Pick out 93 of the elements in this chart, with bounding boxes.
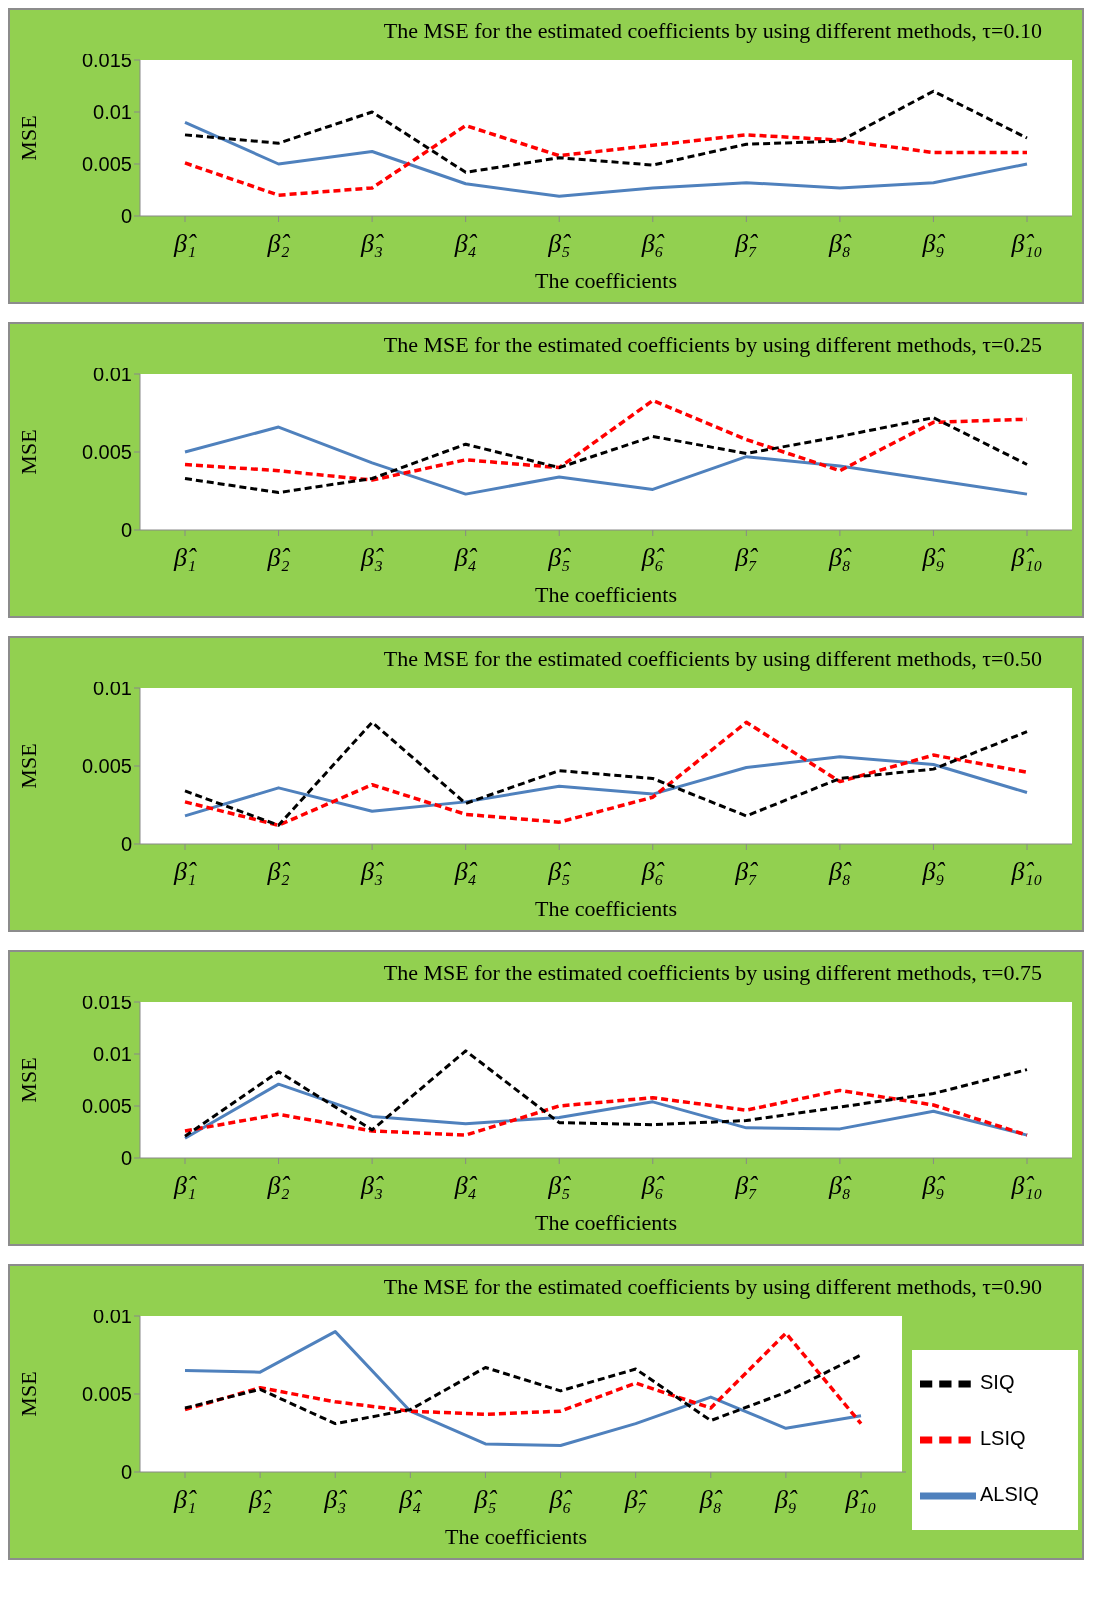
x-tick-label: β̂₄	[398, 1485, 423, 1515]
y-tick-label: 0.015	[81, 49, 132, 72]
x-tick-label: β̂₈	[827, 543, 852, 573]
x-tick-label: β̂₃	[360, 543, 385, 573]
legend-label: SIQ	[980, 1371, 1015, 1394]
y-tick-label: 0	[120, 519, 132, 542]
line-series	[183, 89, 1029, 174]
chart-title: The MSE for the estimated coefficients by using different methods, τ=0.10	[383, 18, 1042, 44]
line-series	[183, 1088, 1029, 1137]
chart-title: The MSE for the estimated coefficients by using different methods, τ=0.25	[383, 332, 1042, 358]
x-tick-label: β̂₂	[266, 229, 291, 259]
x-tick-label: β̂₁	[173, 1485, 197, 1515]
x-tick-label: β̂₉	[921, 857, 946, 887]
x-tick-label: β̂₉	[921, 543, 946, 573]
chart-title: The MSE for the estimated coefficients by using different methods, τ=0.50	[383, 646, 1042, 672]
x-tick-label: β̂₄	[453, 229, 478, 259]
x-tick-label: β̂₁₀	[844, 1485, 877, 1515]
y-tick-label: 0	[120, 205, 132, 228]
line-series	[183, 1330, 863, 1447]
x-tick-label: β̂₂	[266, 1171, 291, 1201]
x-tick-label: β̂₅	[547, 1171, 572, 1201]
line-series	[183, 1353, 863, 1426]
x-axis-title: The coefficients	[534, 1210, 678, 1236]
x-tick-label: β̂₁₀	[1010, 857, 1043, 887]
x-tick-label: β̂₃	[360, 857, 385, 887]
line-series	[183, 1049, 1029, 1138]
x-tick-label: β̂₆	[640, 229, 665, 259]
y-axis-title: MSE	[15, 743, 41, 789]
line-series	[183, 755, 1029, 818]
x-axis-title: The coefficients	[534, 582, 678, 608]
y-tick-label: 0.005	[81, 1095, 132, 1118]
x-tick-label: β̂₇	[734, 1171, 759, 1201]
x-tick-label: β̂₄	[453, 543, 478, 573]
y-tick-label: 0.01	[93, 677, 132, 700]
y-tick-label: 0.005	[81, 153, 132, 176]
x-tick-label: β̂₁₀	[1010, 543, 1043, 573]
x-axis-title: The coefficients	[534, 896, 678, 922]
x-tick-label: β̂₆	[548, 1485, 573, 1515]
x-tick-label: β̂₅	[547, 229, 572, 259]
y-tick-label: 0.005	[81, 1383, 132, 1406]
x-tick-label: β̂₂	[266, 857, 291, 887]
x-tick-label: β̂₃	[360, 229, 385, 259]
y-axis-title: MSE	[15, 115, 41, 161]
y-tick-label: 0.01	[93, 1043, 132, 1066]
x-axis-title: The coefficients	[444, 1524, 588, 1550]
x-tick-label: β̂₉	[773, 1485, 798, 1515]
y-tick-label: 0.01	[93, 1305, 132, 1328]
x-tick-label: β̂₃	[323, 1485, 348, 1515]
x-tick-label: β̂₁	[173, 229, 197, 259]
y-tick-label: 0	[120, 1461, 132, 1484]
x-tick-label: β̂₉	[921, 1171, 946, 1201]
x-tick-label: β̂₄	[453, 1171, 478, 1201]
x-tick-label: β̂₂	[266, 543, 291, 573]
x-tick-label: β̂₉	[921, 229, 946, 259]
y-tick-label: 0.005	[81, 441, 132, 464]
line-series	[183, 1082, 1029, 1140]
legend-label: LSIQ	[980, 1427, 1026, 1450]
x-tick-label: β̂₆	[640, 543, 665, 573]
chart-title: The MSE for the estimated coefficients by using different methods, τ=0.90	[383, 1274, 1042, 1300]
x-tick-label: β̂₁	[173, 543, 197, 573]
line-series	[183, 1331, 863, 1426]
x-tick-label: β̂₄	[453, 857, 478, 887]
x-tick-label: β̂₈	[698, 1485, 723, 1515]
x-tick-label: β̂₈	[827, 1171, 852, 1201]
y-tick-label: 0.015	[81, 991, 132, 1014]
legend-label: ALSIQ	[980, 1483, 1039, 1506]
x-tick-label: β̂₈	[827, 229, 852, 259]
x-tick-label: β̂₂	[248, 1485, 273, 1515]
chart-title: The MSE for the estimated coefficients by using different methods, τ=0.75	[383, 960, 1042, 986]
x-tick-label: β̂₇	[734, 229, 759, 259]
y-tick-label: 0.005	[81, 755, 132, 778]
x-tick-label: β̂₈	[827, 857, 852, 887]
x-tick-label: β̂₇	[734, 857, 759, 887]
x-tick-label: β̂₁₀	[1010, 1171, 1043, 1201]
x-tick-label: β̂₅	[547, 857, 572, 887]
x-tick-label: β̂₇	[623, 1485, 648, 1515]
x-tick-label: β̂₁	[173, 1171, 197, 1201]
x-tick-label: β̂₁₀	[1010, 229, 1043, 259]
y-axis-title: MSE	[15, 429, 41, 475]
y-tick-label: 0	[120, 833, 132, 856]
x-tick-label: β̂₅	[473, 1485, 498, 1515]
x-axis-title: The coefficients	[534, 268, 678, 294]
y-tick-label: 0	[120, 1147, 132, 1170]
x-tick-label: β̂₇	[734, 543, 759, 573]
y-axis-title: MSE	[15, 1371, 41, 1417]
x-tick-label: β̂₆	[640, 857, 665, 887]
y-axis-title: MSE	[15, 1057, 41, 1103]
x-tick-label: β̂₃	[360, 1171, 385, 1201]
x-tick-label: β̂₁	[173, 857, 197, 887]
x-tick-label: β̂₆	[640, 1171, 665, 1201]
y-tick-label: 0.01	[93, 363, 132, 386]
x-tick-label: β̂₅	[547, 543, 572, 573]
y-tick-label: 0.01	[93, 101, 132, 124]
